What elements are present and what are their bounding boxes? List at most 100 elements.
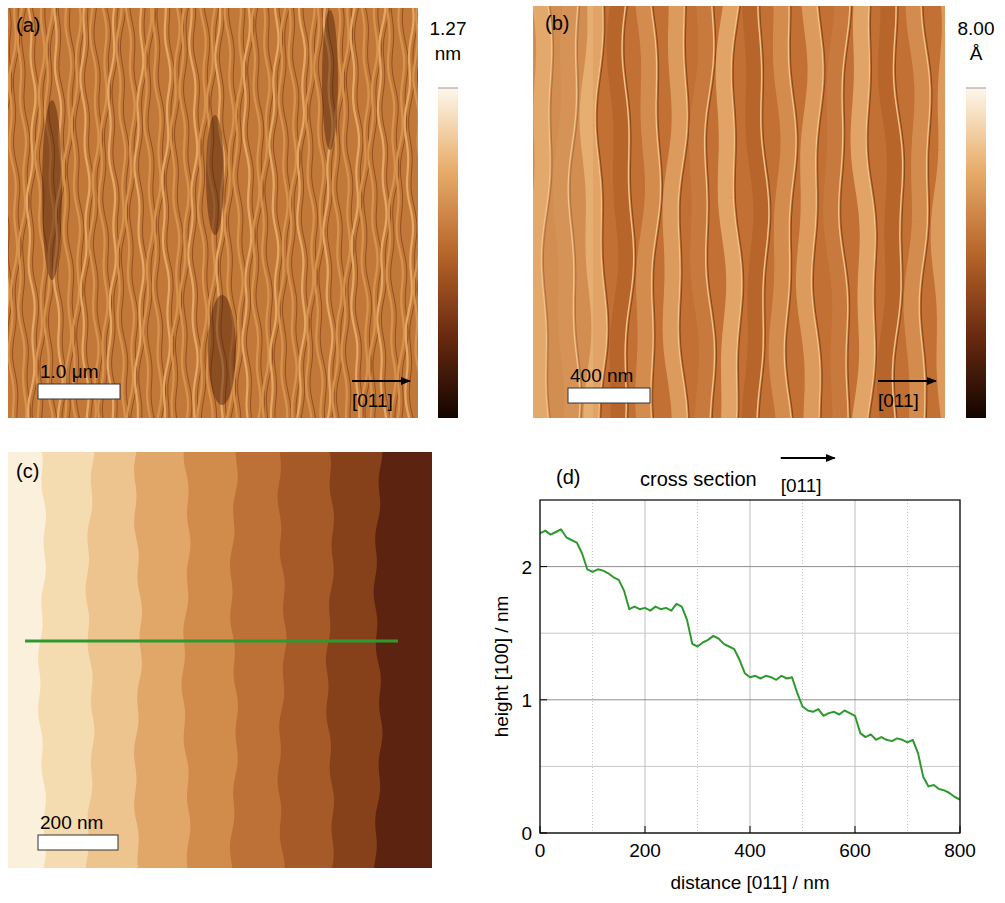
y-tick-label: 1 (521, 690, 532, 711)
grid-y (540, 699, 960, 700)
terrace-bright (387, 8, 396, 418)
step-edge (85, 8, 94, 418)
terrace-bright (162, 8, 170, 418)
grid-y (540, 566, 960, 567)
terrace (86, 452, 433, 868)
grid-x (750, 500, 751, 833)
scale-bar-label: 1.0 μm (40, 361, 98, 382)
x-axis-title: distance [011] / nm (670, 872, 829, 893)
terrace (911, 6, 922, 418)
y-tick-label: 0 (521, 823, 532, 844)
x-tick (540, 826, 541, 833)
scale-bar (38, 384, 120, 399)
direction-label: [011] (781, 475, 822, 496)
terrace (803, 6, 815, 418)
step-edge (705, 6, 715, 418)
terrace (134, 452, 432, 868)
cross-section-line (25, 640, 398, 643)
x-tick-label: 800 (944, 840, 976, 861)
x-tick (645, 826, 646, 833)
y-tick (540, 699, 547, 700)
step-shadow (868, 6, 877, 418)
step-edge (238, 8, 247, 418)
colorbar-unit: Å (970, 43, 983, 64)
colorbar-tick (966, 88, 986, 89)
terrace (858, 6, 867, 418)
scale-bar-label: 200 nm (40, 812, 103, 833)
terrace-bright (405, 8, 414, 418)
terrace-bright (63, 8, 71, 418)
plot-area (540, 529, 960, 799)
direction-arrow (352, 380, 410, 382)
step-edge (866, 6, 875, 418)
y-tick-label: 2 (521, 557, 532, 578)
step-edge (418, 8, 419, 418)
grid-x-minor (697, 500, 698, 833)
terrace (230, 452, 432, 868)
afm-image-b (533, 6, 945, 418)
plot-frame (540, 500, 960, 833)
scale-bar (38, 835, 118, 850)
step-shadow (841, 6, 852, 418)
colorbar (966, 88, 986, 418)
direction-label: [011] (878, 390, 919, 411)
colorbar-unit: nm (435, 43, 461, 64)
profile-line (540, 529, 960, 799)
panel-label: (b) (545, 12, 569, 34)
step-shadow (707, 6, 717, 418)
grid-x (645, 500, 646, 833)
panel-label: (a) (16, 14, 40, 36)
terrace (749, 6, 761, 418)
panel-d: 0200400600800012distance [011] / nmheigh… (491, 458, 976, 893)
panel-c: (c) 200 nm (8, 446, 442, 874)
terrace-bright (98, 8, 107, 418)
step-shadow (652, 6, 662, 418)
step-edge (22, 8, 31, 418)
terrace (642, 6, 652, 418)
step-edge (364, 8, 373, 418)
step-shadow (733, 6, 744, 418)
terrace-bright (135, 8, 144, 418)
afm-image-c (8, 452, 432, 868)
x-tick-label: 0 (535, 840, 546, 861)
grid-x-minor (592, 500, 593, 833)
depression (42, 100, 62, 280)
terrace-bright (306, 8, 315, 418)
terrace (938, 6, 945, 418)
terrace-bright (171, 8, 180, 418)
step-shadow (597, 6, 609, 418)
colorbar-tick-label: 8.00 (958, 18, 995, 39)
terrace (278, 452, 432, 868)
step-edge (13, 8, 22, 418)
y-tick (540, 833, 547, 834)
x-tick-label: 200 (629, 840, 661, 861)
y-axis-title: height [100] / nm (491, 596, 512, 738)
colorbar-tick (438, 88, 458, 89)
grid-y-minor (540, 766, 960, 767)
x-tick (750, 826, 751, 833)
step-edge (892, 6, 902, 418)
x-tick (855, 826, 856, 833)
terrace-bright (153, 8, 162, 418)
step-edge (595, 6, 607, 418)
terrace (326, 452, 432, 868)
panel-title: cross section (640, 468, 757, 490)
step-shadow (624, 6, 636, 418)
depression (206, 115, 224, 235)
depression (322, 10, 338, 150)
direction-label: [011] (352, 390, 393, 411)
terrace-bright (396, 8, 404, 418)
panel-b: (b)400 nm[011]8.00Å (533, 0, 994, 420)
direction-arrow (878, 380, 936, 382)
grid-x-minor (907, 500, 908, 833)
panel-label: (c) (16, 460, 39, 482)
x-tick-label: 400 (734, 840, 766, 861)
terrace (831, 6, 842, 418)
step-shadow (786, 6, 798, 418)
terrace (614, 6, 626, 418)
terrace-bright (261, 8, 270, 418)
colorbar (438, 88, 458, 418)
terrace (182, 452, 433, 868)
terrace (38, 452, 432, 868)
terrace (697, 6, 707, 418)
